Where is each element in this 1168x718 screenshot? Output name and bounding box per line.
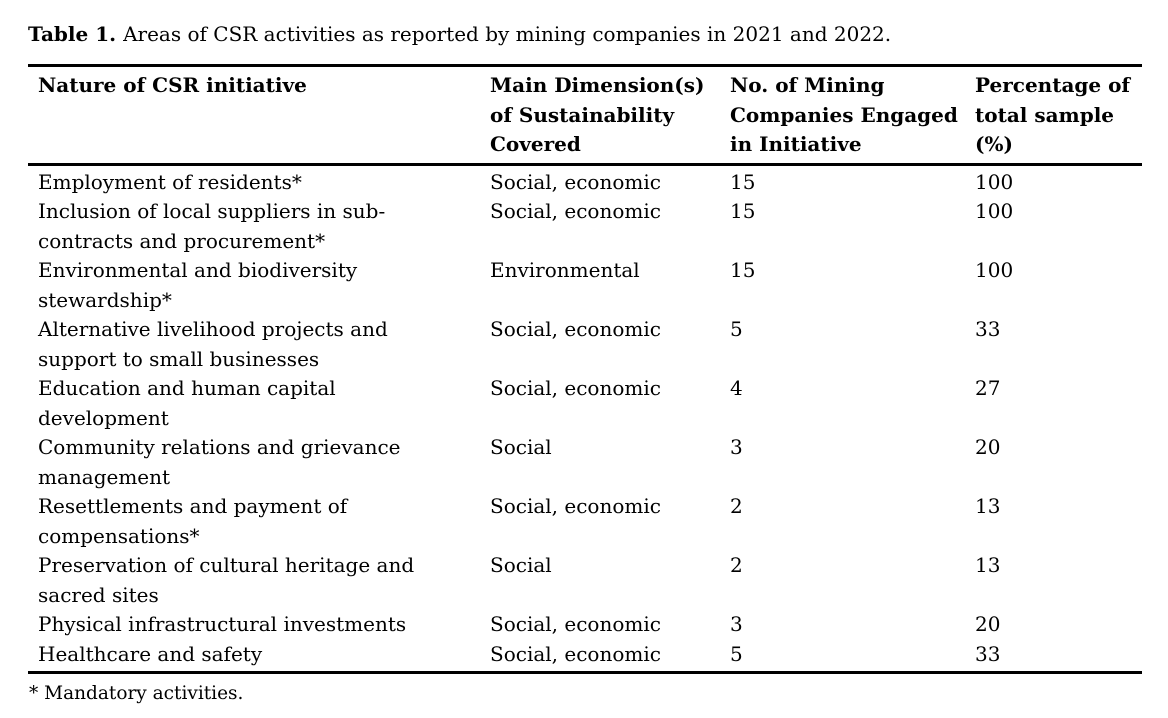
cell-dimension: Social (490, 435, 552, 459)
cell-dimension: Social (490, 553, 552, 577)
cell-initiative: Education and human capital development (38, 376, 336, 430)
cell-dimension: Social, economic (490, 317, 661, 341)
cell-companies: 15 (730, 258, 756, 282)
table-row: Employment of residents* Social, economi… (28, 164, 1142, 197)
cell-companies: 5 (730, 317, 743, 341)
cell-companies: 15 (730, 199, 756, 223)
cell-percentage: 13 (975, 494, 1001, 518)
cell-percentage: 100 (975, 258, 1014, 282)
table-row: Preservation of cultural heritage and sa… (28, 551, 1142, 610)
cell-percentage: 100 (975, 199, 1014, 223)
table-caption-text: Areas of CSR activities as reported by m… (123, 22, 892, 46)
cell-companies: 3 (730, 435, 743, 459)
table-row: Physical infrastructural investments Soc… (28, 610, 1142, 640)
cell-initiative: Physical infrastructural investments (38, 612, 407, 636)
cell-companies: 5 (730, 639, 975, 674)
cell-companies: 4 (730, 376, 743, 400)
cell-dimension: Social, economic (490, 639, 730, 674)
table-row: Education and human capital development … (28, 374, 1142, 433)
cell-initiative: Resettlements and payment of compensatio… (38, 494, 348, 548)
cell-percentage: 13 (975, 553, 1001, 577)
cell-companies: 2 (730, 553, 743, 577)
cell-dimension: Social, economic (490, 494, 661, 518)
cell-percentage: 27 (975, 376, 1001, 400)
cell-companies: 15 (730, 169, 756, 194)
cell-initiative: Healthcare and safety (28, 639, 490, 674)
cell-initiative: Preservation of cultural heritage and sa… (38, 553, 415, 607)
column-header-companies: No. of Mining Companies Engaged in Initi… (730, 65, 975, 166)
cell-dimension: Social, economic (490, 199, 661, 223)
csr-activities-table: Nature of CSR initiative Main Dimension(… (28, 64, 1142, 674)
cell-percentage: 20 (975, 435, 1001, 459)
cell-percentage: 20 (975, 612, 1001, 636)
cell-initiative: Community relations and grievance manage… (38, 435, 401, 489)
table-row: Healthcare and safety Social, economic 5… (28, 639, 1142, 674)
cell-dimension: Social, economic (490, 612, 661, 636)
column-header-initiative: Nature of CSR initiative (28, 65, 490, 166)
cell-initiative: Alternative livelihood projects and supp… (38, 317, 388, 371)
cell-percentage: 100 (975, 169, 1014, 194)
cell-companies: 2 (730, 494, 743, 518)
table-body: Employment of residents* Social, economi… (28, 164, 1142, 674)
table-row: Resettlements and payment of compensatio… (28, 492, 1142, 551)
column-header-percentage: Percentage of total sample (%) (975, 65, 1142, 166)
column-header-dimension: Main Dimension(s) of Sustainability Cove… (490, 65, 730, 166)
table-row: Environmental and biodiversity stewardsh… (28, 256, 1142, 315)
cell-initiative: Inclusion of local suppliers in sub- con… (38, 199, 386, 253)
cell-dimension: Social, economic (490, 169, 661, 194)
cell-dimension: Environmental (490, 258, 640, 282)
cell-initiative: Environmental and biodiversity stewardsh… (38, 258, 358, 312)
cell-companies: 3 (730, 612, 743, 636)
cell-initiative: Employment of residents* (38, 169, 302, 194)
cell-percentage: 33 (975, 639, 1142, 674)
table-caption: Table 1. Areas of CSR activities as repor… (28, 20, 1168, 48)
table-row: Alternative livelihood projects and supp… (28, 315, 1142, 374)
cell-dimension: Social, economic (490, 376, 661, 400)
table-caption-label: Table 1. (28, 22, 117, 46)
table-footnote: * Mandatory activities. (29, 683, 244, 704)
table-row: Inclusion of local suppliers in sub- con… (28, 197, 1142, 256)
table-header: Nature of CSR initiative Main Dimension(… (28, 65, 1142, 166)
table-row: Community relations and grievance manage… (28, 433, 1142, 492)
cell-percentage: 33 (975, 317, 1001, 341)
header-row: Nature of CSR initiative Main Dimension(… (28, 65, 1142, 166)
